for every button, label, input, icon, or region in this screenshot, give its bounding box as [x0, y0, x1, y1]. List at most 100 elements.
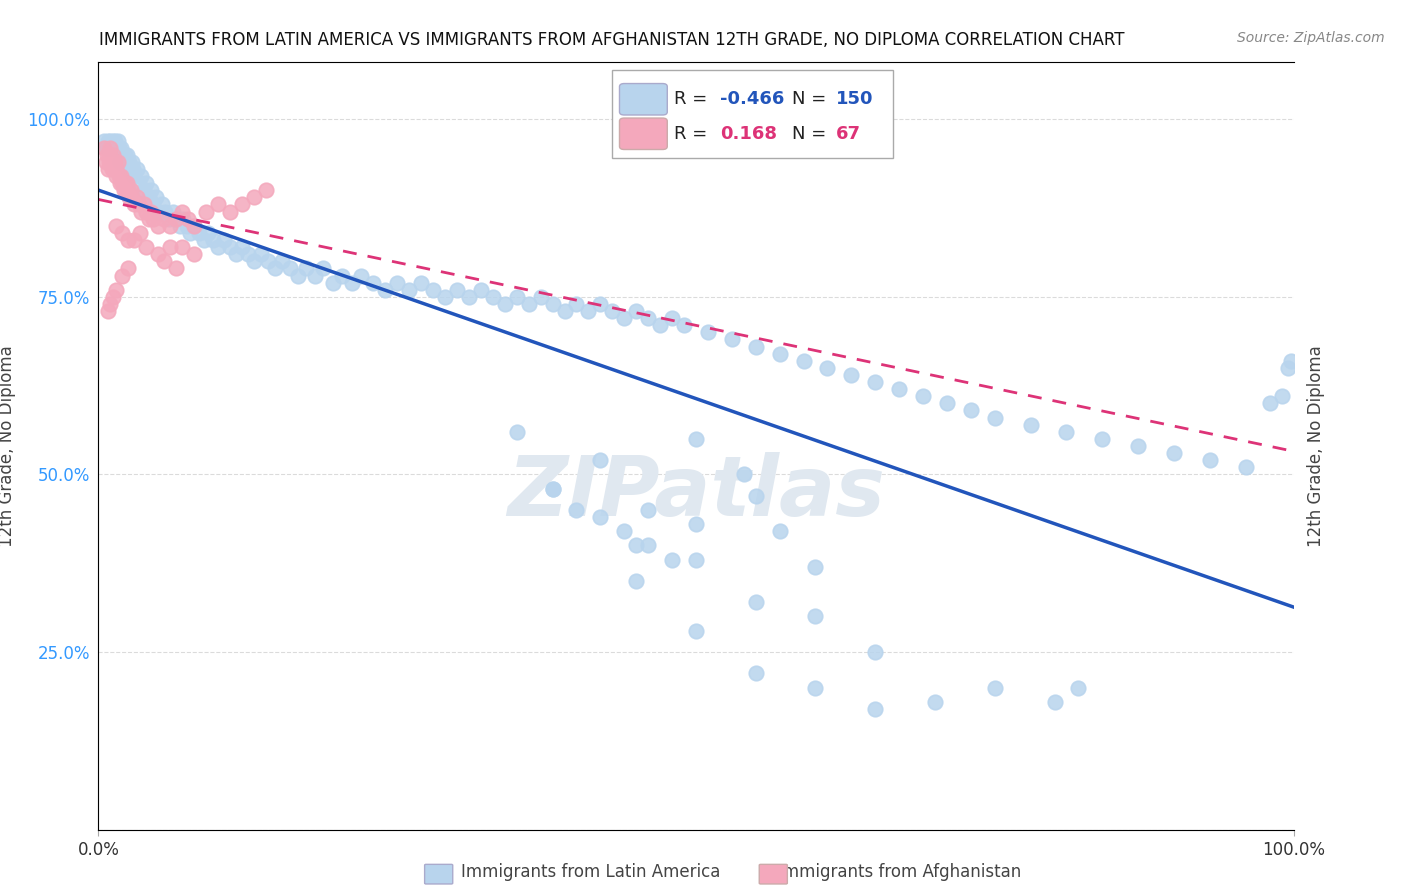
Point: [257, 254, 280, 268]
Point: [128, 197, 150, 211]
Point: [110, 169, 132, 183]
FancyBboxPatch shape: [613, 70, 893, 158]
Point: [195, 204, 218, 219]
Text: -0.466: -0.466: [720, 90, 785, 108]
Point: [125, 161, 148, 176]
Text: N =: N =: [792, 125, 831, 143]
Point: [153, 211, 176, 226]
Point: [159, 219, 181, 233]
Point: [110, 141, 132, 155]
Y-axis label: 12th Grade, No Diploma: 12th Grade, No Diploma: [1308, 345, 1326, 547]
Point: [103, 141, 125, 155]
Point: [231, 197, 253, 211]
Point: [398, 283, 420, 297]
Point: [434, 290, 457, 304]
Text: R =: R =: [675, 90, 713, 108]
Point: [865, 645, 887, 659]
Point: [271, 254, 294, 268]
Point: [243, 190, 266, 204]
Point: [115, 183, 138, 197]
Point: [225, 247, 247, 261]
Point: [363, 276, 385, 290]
Point: [98, 154, 121, 169]
Point: [202, 233, 225, 247]
Point: [889, 382, 911, 396]
Point: [385, 276, 409, 290]
Point: [685, 432, 707, 446]
Point: [231, 240, 253, 254]
Point: [101, 134, 124, 148]
Point: [125, 190, 148, 204]
Point: [626, 574, 648, 588]
Point: [183, 219, 205, 233]
Point: [117, 161, 139, 176]
Point: [172, 211, 194, 226]
Point: [97, 161, 120, 176]
Point: [422, 283, 444, 297]
Point: [541, 482, 564, 496]
Point: [626, 538, 648, 552]
Point: [111, 268, 134, 283]
Point: [1128, 439, 1150, 453]
Point: [312, 261, 335, 276]
Point: [169, 219, 191, 233]
Point: [138, 190, 160, 204]
Point: [264, 261, 287, 276]
Point: [98, 141, 122, 155]
Point: [105, 161, 128, 176]
Point: [804, 609, 827, 624]
Point: [613, 311, 636, 326]
Point: [115, 176, 138, 190]
Point: [541, 297, 564, 311]
Point: [107, 169, 129, 183]
Point: [108, 176, 131, 190]
Point: [104, 134, 127, 148]
Point: [1199, 453, 1222, 467]
Point: [139, 183, 162, 197]
Point: [330, 268, 353, 283]
Point: [101, 290, 124, 304]
Point: [193, 233, 215, 247]
Point: [911, 389, 934, 403]
Text: N =: N =: [792, 90, 831, 108]
Point: [100, 141, 122, 155]
Point: [145, 190, 167, 204]
Point: [745, 666, 768, 681]
Point: [589, 453, 612, 467]
Point: [112, 183, 135, 197]
Point: [1091, 432, 1114, 446]
Point: [565, 297, 588, 311]
Point: [984, 410, 1007, 425]
Point: [697, 326, 720, 340]
Point: [98, 148, 122, 162]
Text: ZIPatlas: ZIPatlas: [508, 451, 884, 533]
Point: [565, 503, 588, 517]
Point: [179, 226, 201, 240]
Point: [96, 148, 118, 162]
Point: [984, 681, 1007, 695]
Point: [100, 161, 122, 176]
Text: Source: ZipAtlas.com: Source: ZipAtlas.com: [1237, 31, 1385, 45]
Point: [1163, 446, 1185, 460]
Point: [162, 204, 184, 219]
Point: [124, 233, 146, 247]
Point: [122, 161, 145, 176]
Point: [637, 503, 659, 517]
Point: [117, 233, 139, 247]
Point: [374, 283, 396, 297]
Point: [411, 276, 433, 290]
Point: [96, 141, 118, 155]
Point: [804, 559, 827, 574]
Point: [250, 247, 273, 261]
Point: [172, 240, 194, 254]
Point: [131, 169, 153, 183]
Point: [304, 268, 326, 283]
Point: [350, 268, 373, 283]
Point: [105, 219, 128, 233]
Point: [197, 226, 219, 240]
Point: [207, 240, 229, 254]
Text: Immigrants from Afghanistan: Immigrants from Afghanistan: [778, 863, 1022, 881]
Point: [804, 681, 827, 695]
Text: Immigrants from Latin America: Immigrants from Latin America: [461, 863, 720, 881]
Point: [254, 183, 277, 197]
